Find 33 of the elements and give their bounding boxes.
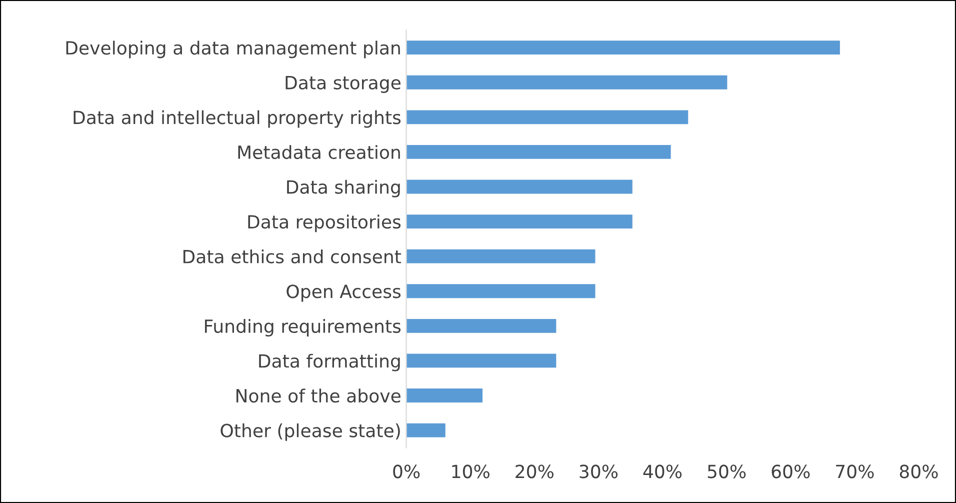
bar [406,249,596,264]
y-tick-label: Data repositories [248,214,401,232]
y-tick-label: Open Access [286,284,401,302]
y-tick-label: Data storage [286,76,400,93]
bar [406,354,556,368]
y-tick-label: None of the above [236,388,400,403]
x-tick-label: 80% [900,464,938,478]
y-tick-label: Funding requirements [205,319,401,337]
y-tick-label: Metadata creation [238,145,400,160]
y-tick-label: Data ethics and consent [183,249,402,264]
y-tick-label: Data and intellectual property rights [74,110,401,128]
bar [406,40,840,55]
x-tick-label: 70% [836,464,874,478]
bar [406,423,446,438]
x-tick-label: 10% [452,464,490,478]
y-tick-label: Data formatting [259,354,400,372]
x-tick-label: 20% [516,464,554,478]
x-tick-label: 0% [393,464,420,478]
bar [406,284,596,298]
bar [406,388,483,402]
y-tick-label: Developing a data management plan [66,40,400,58]
x-tick-label: 40% [643,464,682,478]
bar [406,110,688,124]
y-tick-label: Other (please state) [220,423,400,441]
bar [406,144,671,159]
x-tick-label: 50% [708,464,746,478]
bar [406,318,556,333]
x-tick-label: 60% [772,464,810,478]
y-tick-label: Data sharing [287,180,400,198]
bar [406,180,632,194]
bar [406,214,632,228]
x-tick-label: 30% [580,464,618,478]
bar [406,75,728,90]
